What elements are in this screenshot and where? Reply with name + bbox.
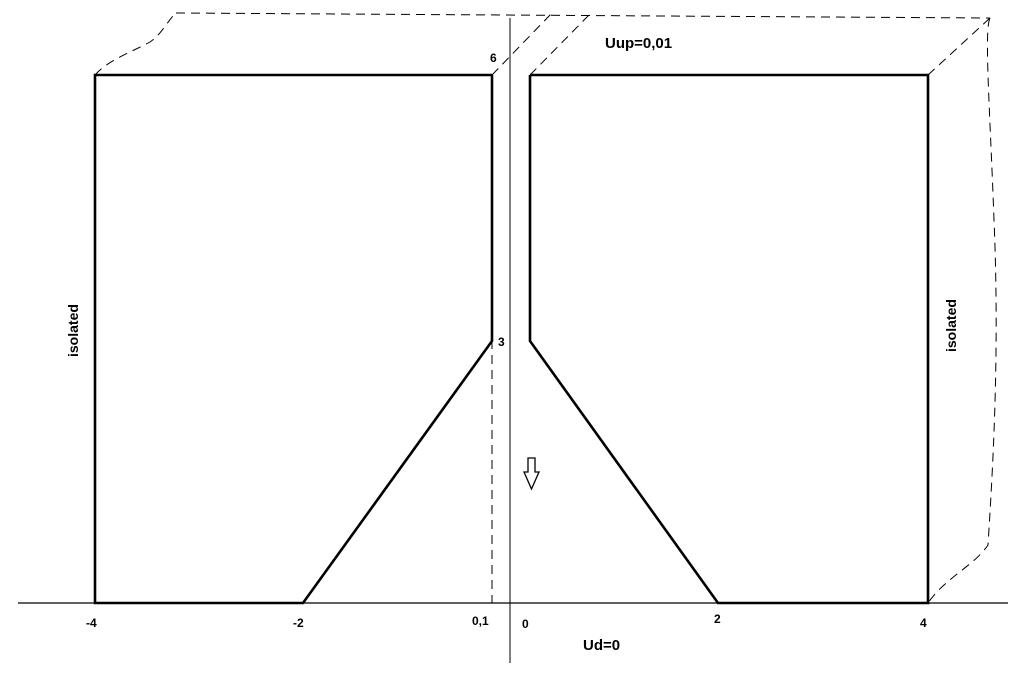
x-tick-label: -2 — [293, 616, 304, 630]
front-right-corner-edge — [927, 17, 991, 76]
back-left-wavy-edge — [94, 12, 177, 76]
x-tick-label: 2 — [714, 612, 721, 626]
x-tick-label: 4 — [920, 616, 927, 630]
x-tick-label: -4 — [86, 616, 97, 630]
height-label-mid: 3 — [498, 335, 505, 349]
slot-right-depth-edge — [529, 13, 591, 76]
back-top-edge — [175, 12, 991, 19]
down-arrow-icon — [523, 457, 540, 491]
domain-outline — [93, 73, 930, 605]
right-side-label: isolated — [943, 299, 959, 352]
back-right-edge — [927, 17, 997, 604]
x-tick-label: 0 — [522, 617, 529, 631]
right-domain-boundary — [528, 73, 930, 605]
left-domain-boundary — [93, 73, 494, 605]
perspective-outline — [94, 12, 997, 604]
left-side-label: isolated — [65, 304, 81, 357]
slot-left-depth-edge — [491, 13, 552, 76]
upper-boundary-label: Uup=0,01 — [605, 35, 672, 52]
lower-boundary-label: Ud=0 — [583, 637, 620, 654]
height-label-top: 6 — [490, 51, 497, 65]
x-tick-label: 0,1 — [472, 614, 489, 628]
